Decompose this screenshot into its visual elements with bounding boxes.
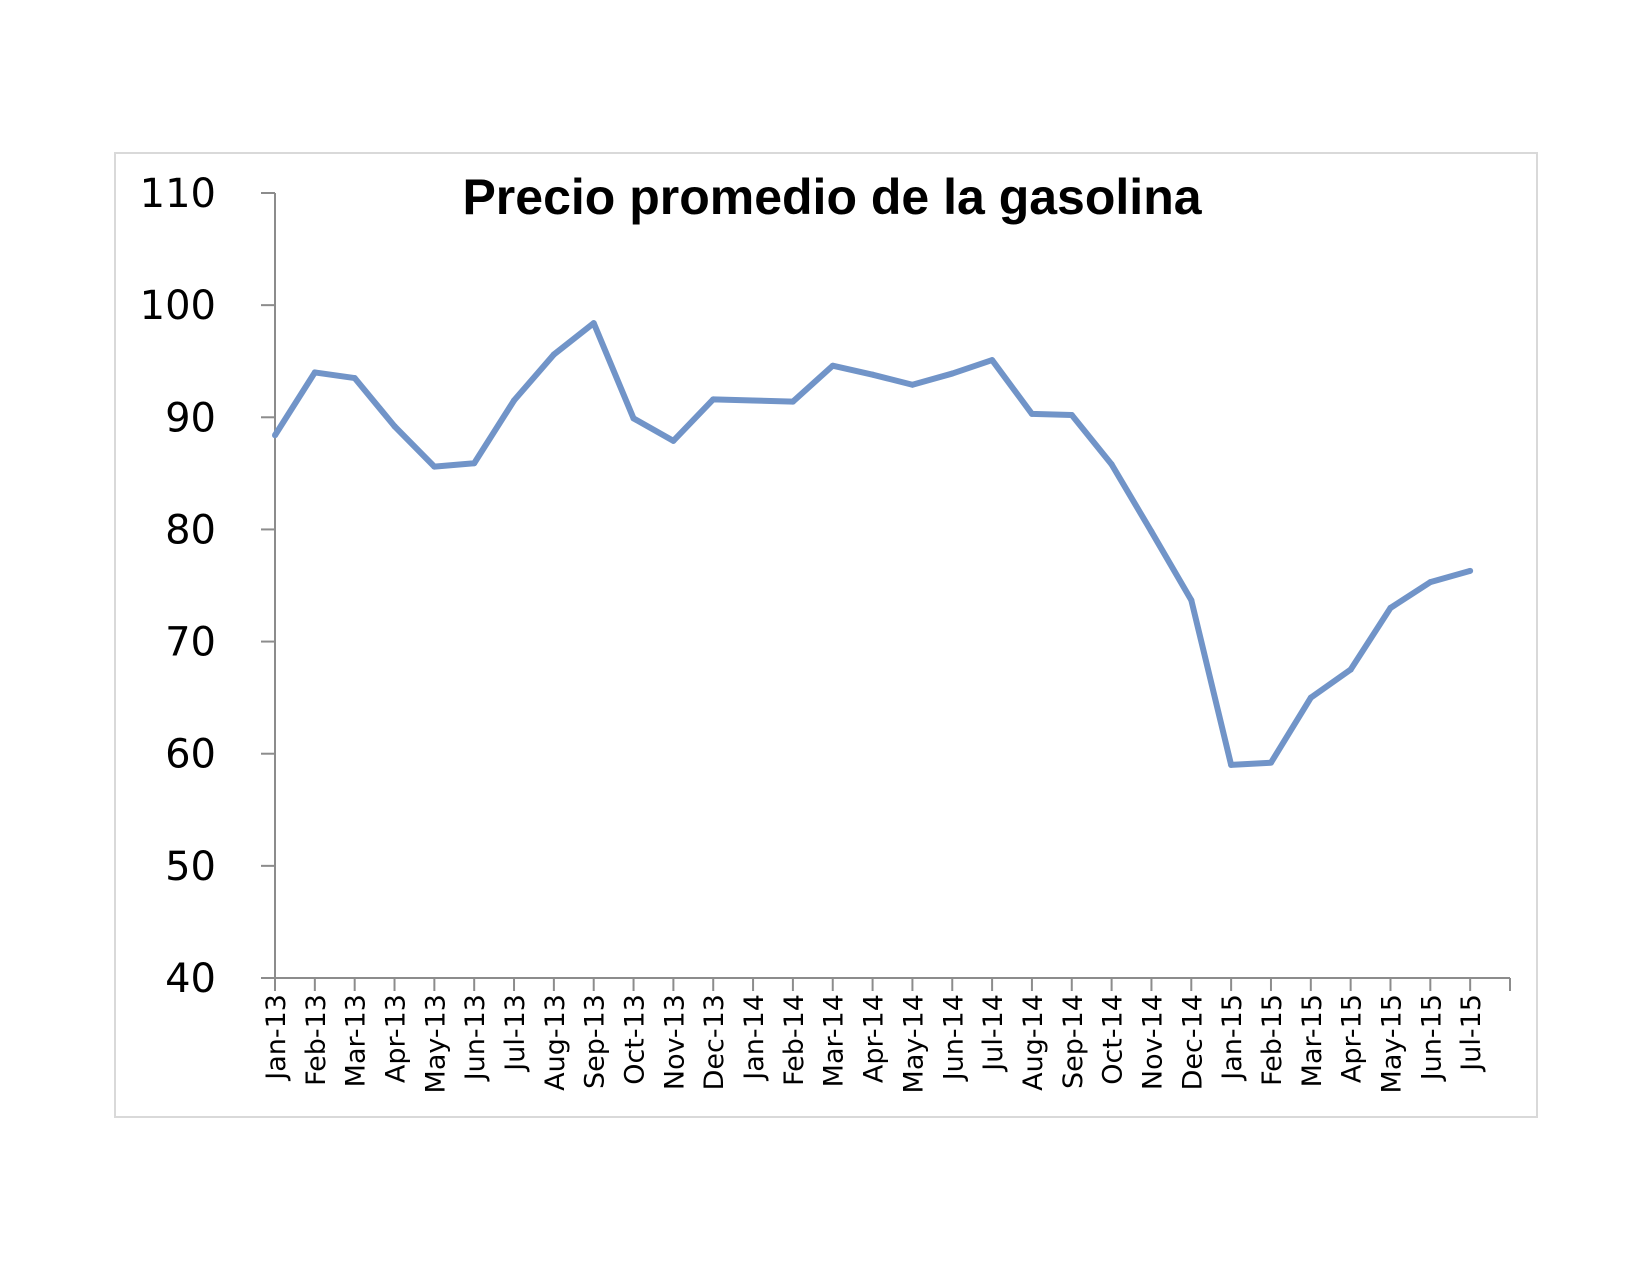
data-point [1228,761,1235,768]
data-point [1028,410,1035,417]
x-tick-label: Dec-14 [1177,994,1208,1090]
x-tick-label: Apr-13 [381,994,412,1083]
x-tick-label: May-14 [898,994,929,1093]
data-point [1188,597,1195,604]
data-point [1307,694,1314,701]
data-point [789,398,796,405]
chart-frame [114,152,1538,1118]
data-point [1068,412,1075,419]
data-point [750,397,757,404]
data-point [1108,461,1115,468]
data-point [590,320,597,327]
data-point [829,362,836,369]
x-tick-label: Feb-15 [1257,994,1288,1086]
data-point [630,415,637,422]
y-tick-label: 60 [165,732,216,778]
series-group [272,320,1474,768]
data-point [550,351,557,358]
y-tick-label: 110 [140,171,216,217]
x-tick-label: Feb-14 [779,994,810,1086]
x-axis: Jan-13 Feb-13 Mar-13 Apr-13 May-13 Jun-13 Jul-… [261,977,1511,1093]
y-tick-label: 50 [165,844,216,890]
y-axis: 40 50 60 70 80 90 100 110 [140,171,276,1002]
x-tick-label: Jul-15 [1456,994,1487,1073]
x-tick-label: Mar-14 [819,994,850,1087]
x-tick-label: Jul-13 [500,994,531,1073]
data-point [869,371,876,378]
data-point [1148,528,1155,535]
y-tick-label: 40 [165,956,216,1002]
data-point [351,375,358,382]
x-tick-label: Mar-15 [1297,994,1328,1087]
data-point [949,370,956,377]
data-point [909,381,916,388]
x-tick-label: Jun-15 [1416,994,1447,1082]
y-tick-label: 70 [165,620,216,666]
data-point [391,423,398,430]
data-point [311,369,318,376]
x-tick-label: Nov-14 [1137,994,1168,1090]
data-point [710,396,717,403]
x-tick-label: Dec-13 [699,994,730,1090]
y-tick-label: 80 [165,507,216,553]
x-tick-label: Sep-13 [580,994,611,1089]
data-point [989,357,996,364]
x-tick-label: Sep-14 [1058,994,1089,1089]
x-tick-label: Aug-14 [1018,994,1049,1091]
x-tick-label: Apr-15 [1337,994,1368,1083]
data-point [1467,567,1474,574]
data-point [1427,579,1434,586]
x-tick-label: Oct-13 [620,994,651,1085]
x-tick-label: Feb-13 [301,994,332,1086]
data-point [1267,759,1274,766]
data-point [431,463,438,470]
data-point [1387,604,1394,611]
chart-title: Precio promedio de la gasolina [462,169,1202,225]
x-tick-label: May-15 [1376,994,1407,1093]
x-tick-label: Oct-14 [1098,994,1129,1085]
data-point [1347,666,1354,673]
y-tick-label: 100 [140,283,216,329]
data-point [272,432,278,439]
y-tick-label: 90 [165,395,216,441]
x-tick-label: Jan-15 [1217,994,1248,1082]
data-point [670,437,677,444]
x-tick-label: Jul-14 [978,994,1009,1073]
x-tick-label: Jan-14 [739,994,770,1082]
x-tick-label: Nov-13 [659,994,690,1090]
x-tick-label: May-13 [420,994,451,1093]
x-tick-label: Jun-13 [460,994,491,1082]
x-tick-label: Mar-13 [341,994,372,1087]
data-point [511,397,518,404]
x-tick-label: Jun-14 [938,994,969,1082]
series-line [272,320,1471,768]
x-tick-label: Aug-13 [540,994,571,1091]
x-tick-label: Apr-14 [859,994,890,1083]
x-tick-label: Jan-13 [261,994,292,1082]
data-point [471,460,478,467]
